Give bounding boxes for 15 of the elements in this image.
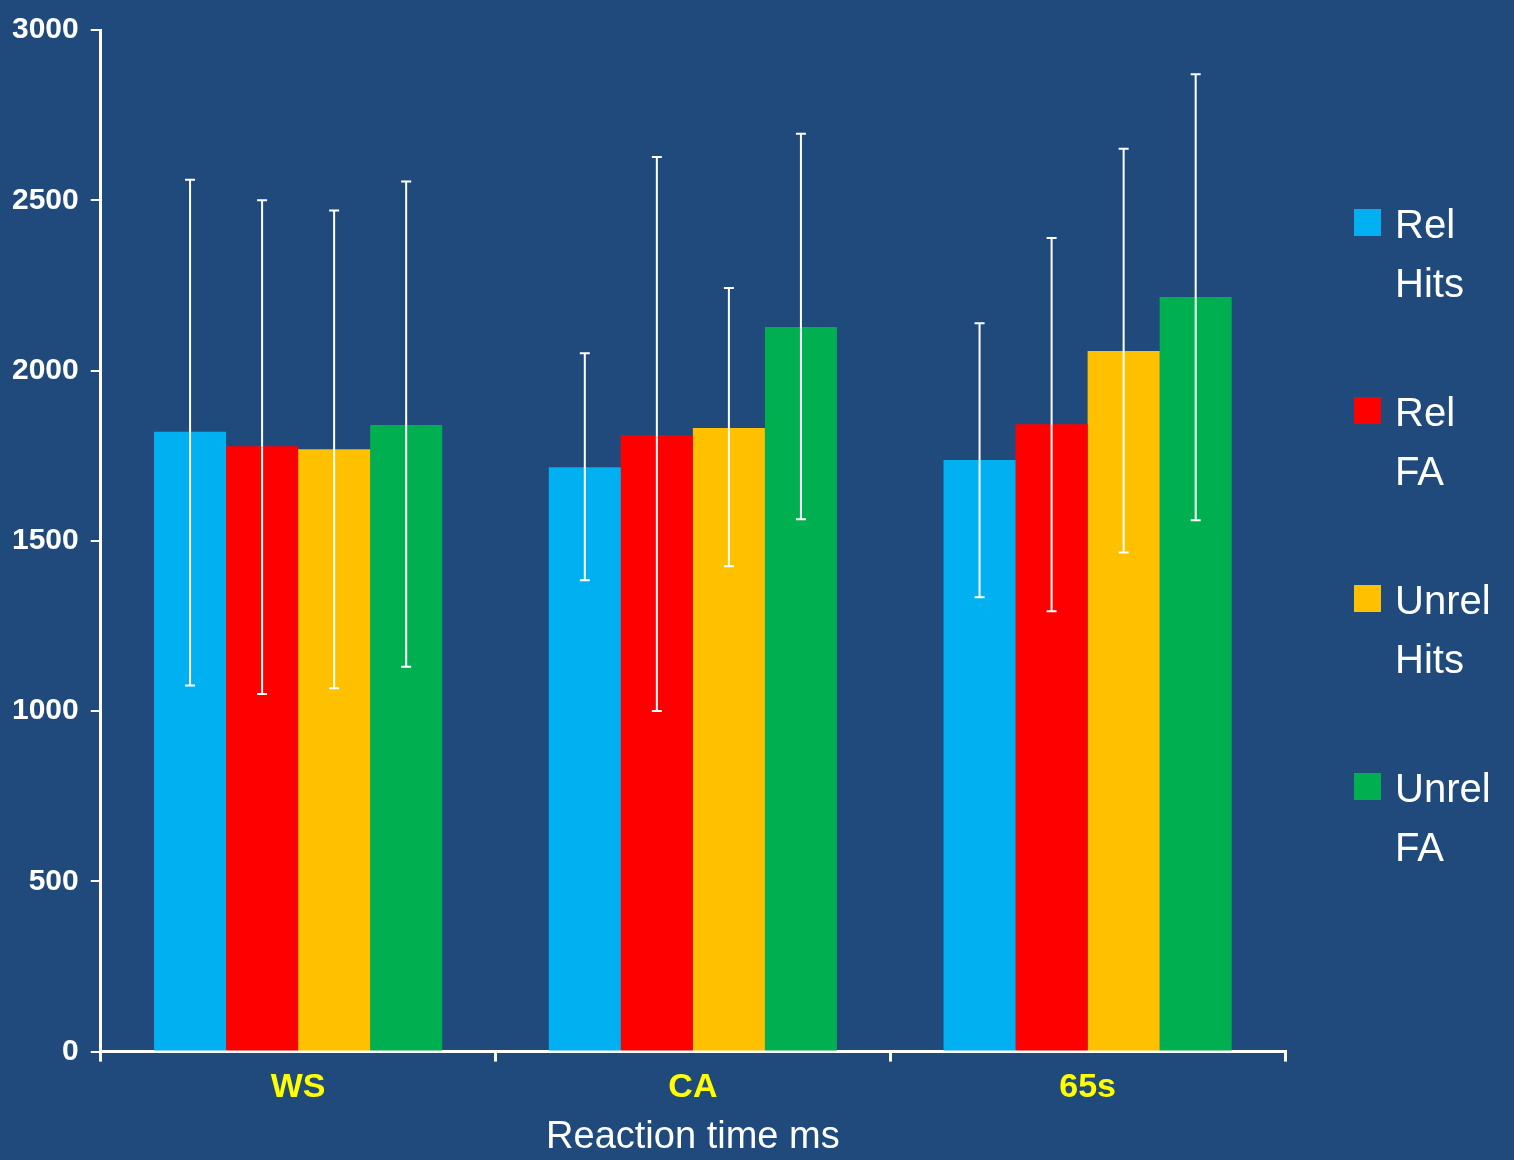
legend-label: Unrel Hits [1395, 577, 1492, 683]
y-tick-label: 2000 [11, 351, 79, 385]
x-axis-title: Reaction time ms [546, 1113, 840, 1156]
y-tick-label: 3000 [11, 11, 79, 45]
y-tick-label: 500 [28, 862, 79, 896]
y-tick-label: 1500 [11, 522, 79, 556]
y-tick-label: 0 [62, 1032, 79, 1066]
x-tick-label: WS [270, 1066, 326, 1105]
legend-label: Unrel FA [1395, 765, 1492, 871]
legend-label: Rel Hits [1395, 201, 1465, 307]
x-tick-label: 65s [1059, 1066, 1116, 1105]
x-tick-label: CA [668, 1066, 718, 1105]
legend-label: Rel FA [1395, 389, 1457, 495]
y-tick-label: 2500 [11, 181, 79, 215]
y-tick-label: 1000 [11, 692, 79, 726]
